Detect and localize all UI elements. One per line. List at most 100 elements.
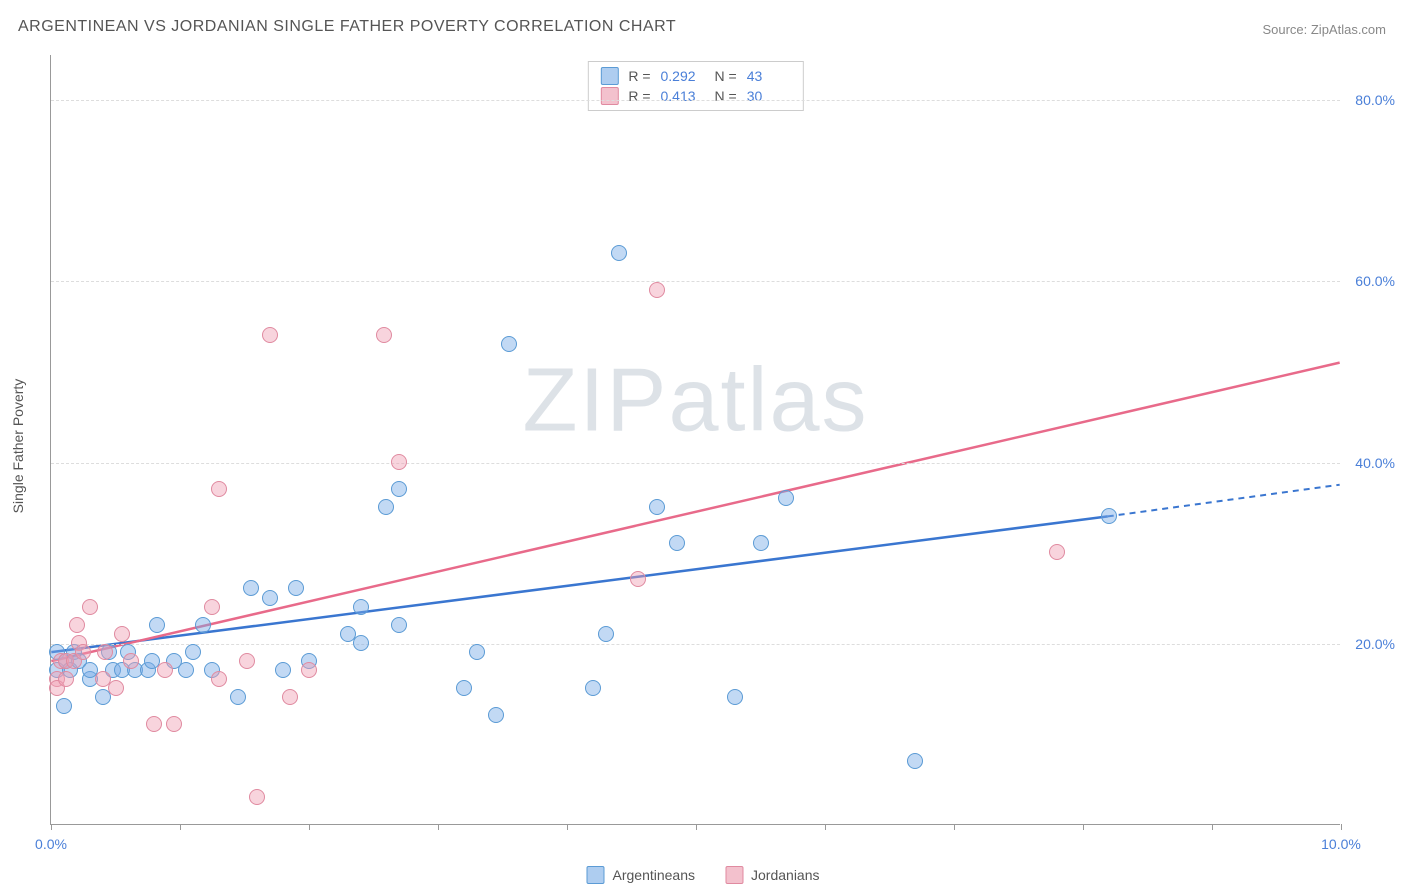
scatter-point bbox=[469, 644, 485, 660]
scatter-point bbox=[123, 653, 139, 669]
scatter-point bbox=[185, 644, 201, 660]
x-tick bbox=[1341, 824, 1342, 830]
x-tick bbox=[567, 824, 568, 830]
stats-n-value: 30 bbox=[747, 88, 791, 104]
scatter-point bbox=[178, 662, 194, 678]
y-tick-label: 60.0% bbox=[1355, 273, 1395, 289]
scatter-point bbox=[630, 571, 646, 587]
scatter-point bbox=[114, 626, 130, 642]
scatter-point bbox=[69, 617, 85, 633]
scatter-point bbox=[753, 535, 769, 551]
scatter-point bbox=[56, 698, 72, 714]
scatter-point bbox=[82, 599, 98, 615]
y-tick-label: 20.0% bbox=[1355, 636, 1395, 652]
legend-item[interactable]: Jordanians bbox=[725, 866, 820, 884]
watermark: ZIPatlas bbox=[522, 350, 868, 453]
scatter-point bbox=[611, 245, 627, 261]
chart-title: ARGENTINEAN VS JORDANIAN SINGLE FATHER P… bbox=[18, 18, 676, 36]
x-tick bbox=[954, 824, 955, 830]
watermark-zip: ZIP bbox=[522, 351, 668, 451]
scatter-point bbox=[1101, 508, 1117, 524]
bottom-legend: Argentineans Jordanians bbox=[586, 866, 819, 884]
scatter-point bbox=[353, 599, 369, 615]
scatter-point bbox=[353, 635, 369, 651]
y-axis-title: Single Father Poverty bbox=[10, 379, 26, 514]
scatter-point bbox=[649, 499, 665, 515]
legend-item[interactable]: Argentineans bbox=[586, 866, 695, 884]
stats-n-label: N = bbox=[715, 68, 737, 84]
scatter-point bbox=[301, 662, 317, 678]
scatter-point bbox=[275, 662, 291, 678]
scatter-point bbox=[391, 454, 407, 470]
stats-r-label: R = bbox=[628, 68, 650, 84]
scatter-point bbox=[391, 617, 407, 633]
stats-row: R = 0.413 N = 30 bbox=[600, 86, 790, 106]
scatter-point bbox=[727, 689, 743, 705]
gridline-h bbox=[51, 463, 1340, 464]
scatter-point bbox=[1049, 544, 1065, 560]
scatter-point bbox=[378, 499, 394, 515]
x-tick bbox=[825, 824, 826, 830]
scatter-point bbox=[243, 580, 259, 596]
scatter-point bbox=[239, 653, 255, 669]
x-tick-label: 0.0% bbox=[35, 836, 67, 852]
y-tick-label: 40.0% bbox=[1355, 455, 1395, 471]
scatter-point bbox=[211, 671, 227, 687]
scatter-point bbox=[376, 327, 392, 343]
x-tick bbox=[438, 824, 439, 830]
scatter-point bbox=[230, 689, 246, 705]
scatter-point bbox=[157, 662, 173, 678]
trend-line-extrapolated bbox=[1108, 485, 1340, 517]
gridline-h bbox=[51, 281, 1340, 282]
scatter-point bbox=[488, 707, 504, 723]
legend-swatch bbox=[600, 67, 618, 85]
scatter-point bbox=[907, 753, 923, 769]
scatter-point bbox=[649, 282, 665, 298]
scatter-point bbox=[669, 535, 685, 551]
stats-row: R = 0.292 N = 43 bbox=[600, 66, 790, 86]
scatter-point bbox=[249, 789, 265, 805]
stats-r-value: 0.413 bbox=[661, 88, 705, 104]
source-link[interactable]: ZipAtlas.com bbox=[1311, 22, 1386, 37]
legend-label: Argentineans bbox=[612, 867, 695, 883]
x-tick bbox=[309, 824, 310, 830]
scatter-point bbox=[108, 680, 124, 696]
scatter-point bbox=[75, 644, 91, 660]
stats-n-label: N = bbox=[715, 88, 737, 104]
scatter-point bbox=[204, 599, 220, 615]
scatter-point bbox=[211, 481, 227, 497]
x-tick bbox=[180, 824, 181, 830]
legend-swatch bbox=[600, 87, 618, 105]
scatter-point bbox=[195, 617, 211, 633]
scatter-point bbox=[391, 481, 407, 497]
x-tick bbox=[51, 824, 52, 830]
scatter-point bbox=[288, 580, 304, 596]
scatter-point bbox=[58, 671, 74, 687]
source-label: Source: bbox=[1262, 22, 1310, 37]
x-tick bbox=[696, 824, 697, 830]
scatter-point bbox=[149, 617, 165, 633]
scatter-point bbox=[166, 716, 182, 732]
stats-r-label: R = bbox=[628, 88, 650, 104]
stats-r-value: 0.292 bbox=[661, 68, 705, 84]
scatter-point bbox=[146, 716, 162, 732]
x-tick bbox=[1212, 824, 1213, 830]
scatter-point bbox=[585, 680, 601, 696]
scatter-point bbox=[97, 644, 113, 660]
trend-lines-layer bbox=[51, 55, 1340, 824]
gridline-h bbox=[51, 644, 1340, 645]
scatter-point bbox=[598, 626, 614, 642]
scatter-point bbox=[262, 327, 278, 343]
watermark-atlas: atlas bbox=[668, 351, 868, 451]
gridline-h bbox=[51, 100, 1340, 101]
stats-box: R = 0.292 N = 43 R = 0.413 N = 30 bbox=[587, 61, 803, 111]
y-tick-label: 80.0% bbox=[1355, 92, 1395, 108]
source-credit: Source: ZipAtlas.com bbox=[1262, 22, 1386, 37]
legend-swatch bbox=[725, 866, 743, 884]
legend-swatch bbox=[586, 866, 604, 884]
scatter-point bbox=[456, 680, 472, 696]
scatter-point bbox=[778, 490, 794, 506]
trend-line bbox=[51, 516, 1107, 652]
stats-n-value: 43 bbox=[747, 68, 791, 84]
x-tick bbox=[1083, 824, 1084, 830]
